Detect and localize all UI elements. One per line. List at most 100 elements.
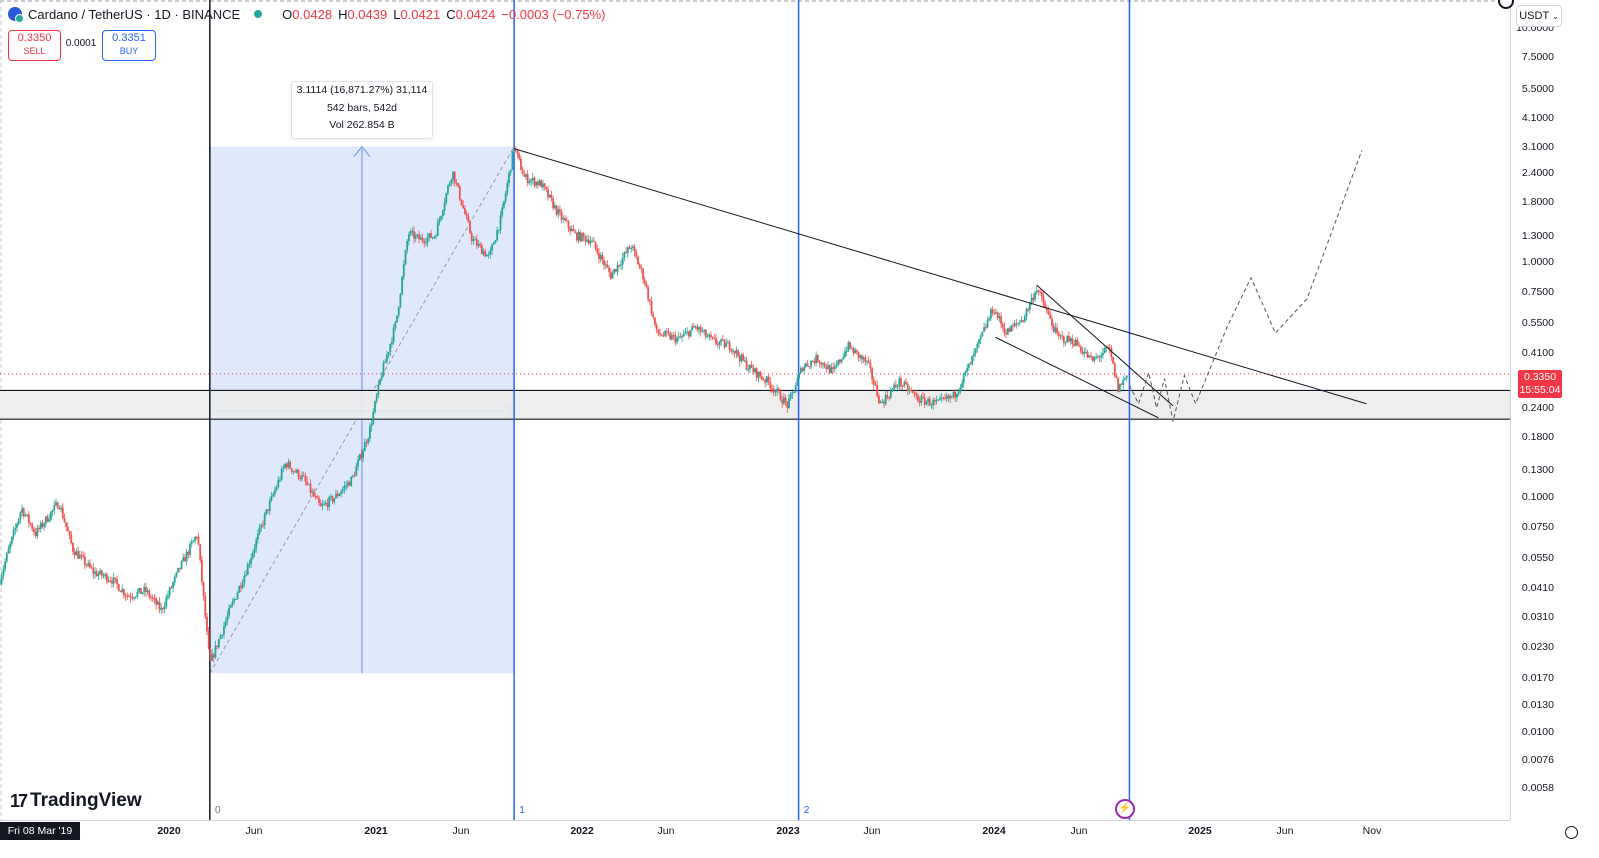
- candle-body: [937, 399, 940, 401]
- candle-body: [199, 544, 202, 560]
- time-scale[interactable]: [0, 820, 1510, 858]
- candle-body: [1098, 356, 1101, 358]
- candle-body: [816, 355, 819, 362]
- candle-body: [530, 180, 532, 182]
- candle-body: [867, 360, 870, 363]
- candle-body: [116, 579, 118, 585]
- candle-body: [1115, 375, 1118, 378]
- candle-body: [240, 585, 242, 588]
- crosshair-date: Fri 08 Mar '19: [0, 822, 80, 840]
- candle-body: [469, 221, 471, 233]
- candle-body: [540, 180, 543, 188]
- candle-body: [1090, 355, 1092, 357]
- candle-body: [348, 482, 351, 486]
- candle-body: [379, 379, 381, 385]
- candle-body: [594, 242, 597, 249]
- candle-body: [1049, 313, 1052, 319]
- candle-body: [486, 254, 488, 257]
- candle-body: [413, 231, 415, 239]
- candle-body: [82, 555, 85, 557]
- candle-body: [292, 471, 295, 473]
- candle-body: [732, 350, 734, 352]
- candle-body: [562, 218, 565, 220]
- candle-body: [871, 368, 874, 380]
- candle-body: [26, 514, 29, 516]
- candle-body: [777, 388, 780, 392]
- candle-body: [1052, 325, 1055, 332]
- candle-body: [1030, 297, 1033, 304]
- candle-body: [285, 463, 288, 468]
- open-label: O: [282, 6, 293, 22]
- candle-body: [1039, 291, 1041, 293]
- candle-body: [189, 543, 191, 555]
- candle-body: [922, 396, 924, 398]
- gear-icon[interactable]: [1498, 0, 1514, 9]
- sell-price: 0.3350: [17, 32, 52, 44]
- time-label: Jun: [452, 825, 470, 837]
- candle-body: [406, 241, 409, 251]
- candle-body: [411, 231, 414, 233]
- candle-countdown: 15:55:04: [1519, 384, 1561, 396]
- settings-icon[interactable]: [1565, 826, 1578, 839]
- candle-body: [370, 424, 373, 427]
- candle-body: [1018, 322, 1021, 324]
- price-scale[interactable]: [1510, 0, 1599, 820]
- candle-body: [553, 205, 556, 209]
- candle-body: [151, 597, 154, 599]
- candle-body: [774, 391, 777, 393]
- candle-body: [319, 502, 322, 507]
- trendline-1: [1036, 284, 1174, 407]
- candle-body: [518, 153, 521, 159]
- candle-body: [211, 654, 213, 661]
- candle-body: [43, 523, 46, 527]
- candle-body: [243, 575, 246, 584]
- candle-body: [569, 227, 571, 232]
- candle-body: [764, 379, 767, 383]
- buy-button[interactable]: 0.3351 BUY: [102, 30, 156, 61]
- chart-plot-area[interactable]: [0, 0, 1510, 820]
- candle-body: [299, 478, 302, 480]
- candle-body: [4, 561, 6, 570]
- candle-body: [981, 331, 984, 337]
- candle-body: [650, 301, 653, 315]
- candle-body: [835, 365, 838, 367]
- candle-body: [838, 360, 841, 363]
- measure-tooltip: 3.1114 (16,871.27%) 31,114 542 bars, 542…: [291, 81, 433, 139]
- measure-volume: Vol 262.854 B: [329, 119, 395, 131]
- candle-body: [92, 568, 95, 574]
- candle-body: [570, 228, 573, 232]
- candle-body: [372, 411, 375, 425]
- candle-body: [56, 502, 59, 509]
- candle-body: [995, 312, 997, 314]
- chart-header: Cardano / TetherUS · 1D · BINANCE O 0.042…: [8, 4, 605, 24]
- price-label: 0.0310: [1521, 610, 1554, 623]
- candle-body: [34, 532, 37, 537]
- lightning-icon[interactable]: ⚡: [1115, 799, 1135, 819]
- candle-body: [503, 201, 505, 208]
- candle-body: [385, 355, 388, 362]
- candle-body: [552, 198, 555, 209]
- candle-body: [930, 405, 933, 407]
- candle-body: [935, 400, 938, 402]
- candle-body: [272, 494, 275, 496]
- symbol-title[interactable]: Cardano / TetherUS · 1D · BINANCE: [28, 6, 241, 22]
- candle-body: [766, 376, 768, 383]
- currency-selector[interactable]: USDT ⌄: [1516, 5, 1562, 27]
- candle-body: [582, 233, 585, 237]
- candle-body: [217, 639, 220, 648]
- close-label: C: [446, 6, 456, 22]
- candle-body: [974, 348, 977, 354]
- sell-button[interactable]: 0.3350 SELL: [8, 30, 61, 61]
- candle-body: [99, 570, 102, 575]
- candle-body: [1003, 327, 1006, 334]
- candle-body: [545, 187, 548, 190]
- candle-body: [911, 390, 914, 393]
- candle-body: [596, 248, 599, 253]
- candle-body: [883, 401, 885, 405]
- tradingview-logo[interactable]: 17 TradingView: [10, 790, 142, 812]
- candle-body: [742, 354, 745, 361]
- candle-body: [945, 395, 948, 399]
- spread-value: 0.0001: [65, 38, 97, 49]
- candle-body: [141, 592, 144, 594]
- candle-body: [738, 355, 741, 362]
